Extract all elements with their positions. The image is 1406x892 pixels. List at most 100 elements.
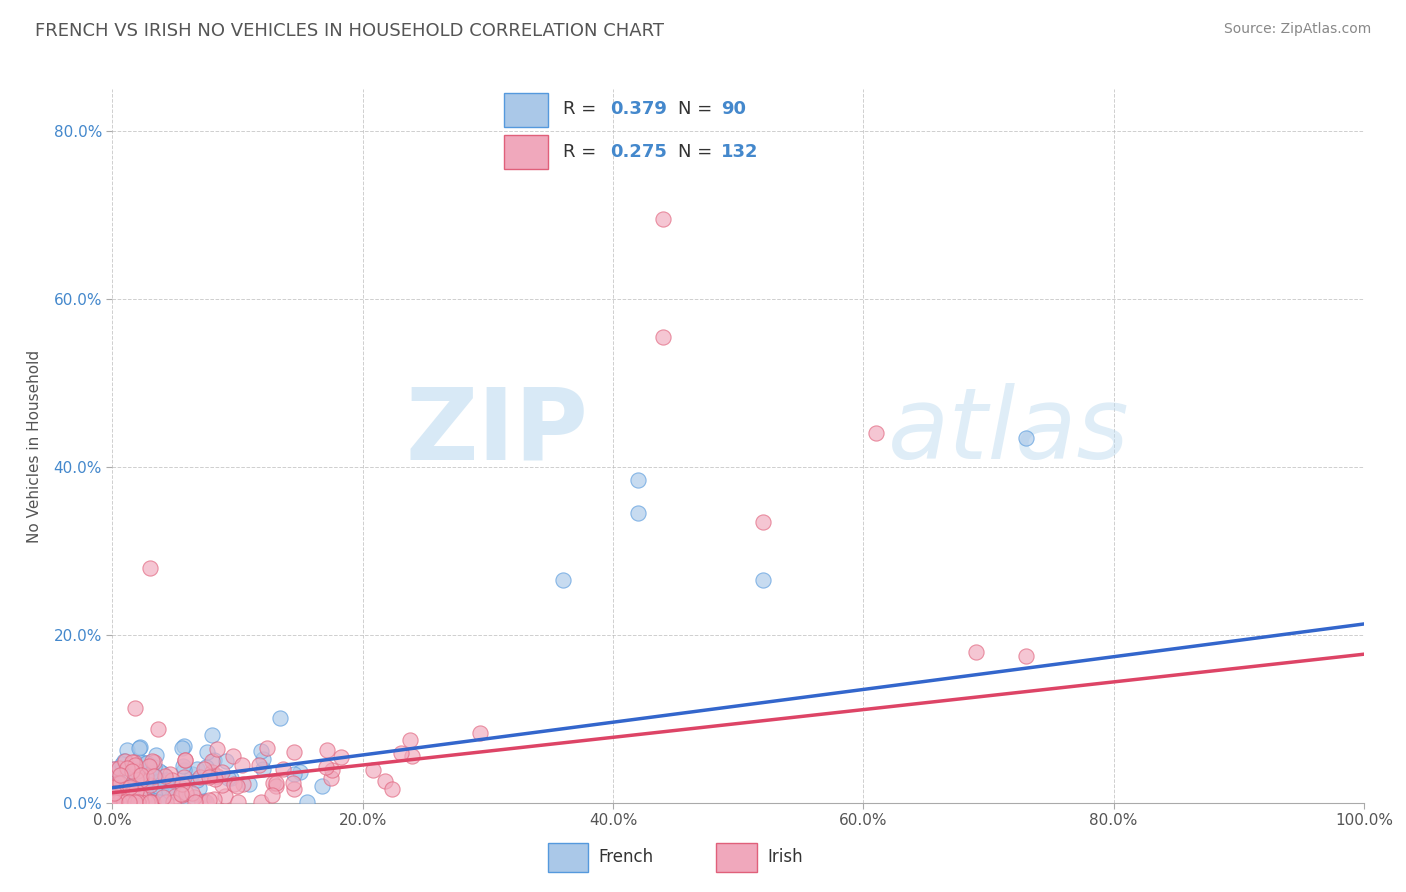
Point xyxy=(321,763,343,777)
Point xyxy=(269,711,291,725)
Point xyxy=(149,794,172,808)
Point xyxy=(129,772,152,787)
Point xyxy=(135,756,157,770)
Point xyxy=(627,473,650,487)
Point xyxy=(165,785,187,799)
Point xyxy=(468,726,491,740)
Text: 132: 132 xyxy=(721,144,758,161)
Point xyxy=(128,740,150,755)
Point xyxy=(114,769,136,783)
Point xyxy=(252,752,274,766)
Point xyxy=(111,756,134,771)
Point xyxy=(142,769,165,783)
Point xyxy=(363,763,385,777)
Point xyxy=(124,795,146,809)
Point xyxy=(141,754,163,768)
Point xyxy=(108,795,131,809)
Point xyxy=(226,779,249,793)
Point xyxy=(118,795,141,809)
Point xyxy=(315,760,337,774)
Point xyxy=(139,795,162,809)
Text: N =: N = xyxy=(678,144,717,161)
Point xyxy=(118,795,141,809)
Point xyxy=(186,773,208,788)
Text: R =: R = xyxy=(564,144,602,161)
Point xyxy=(163,789,186,803)
Point xyxy=(965,645,987,659)
Point xyxy=(138,759,160,773)
Point xyxy=(129,755,152,769)
Point xyxy=(752,574,775,588)
Point xyxy=(103,780,125,794)
Point xyxy=(180,786,202,800)
Point xyxy=(159,780,181,794)
Point xyxy=(139,765,162,780)
Point xyxy=(181,767,204,781)
Point xyxy=(159,767,181,781)
Point xyxy=(215,754,238,768)
Text: 90: 90 xyxy=(721,100,747,118)
Point xyxy=(201,728,224,742)
Point xyxy=(121,784,143,798)
Point xyxy=(139,789,162,804)
Point xyxy=(198,792,221,806)
Point xyxy=(125,772,148,787)
Point xyxy=(103,776,125,790)
Point xyxy=(214,789,236,803)
Point xyxy=(118,781,141,796)
Point xyxy=(193,794,215,808)
Bar xyxy=(505,136,548,169)
Point xyxy=(205,742,228,756)
Point xyxy=(295,795,318,809)
Point xyxy=(219,771,242,785)
Point xyxy=(107,795,129,809)
Point xyxy=(127,795,149,809)
Point xyxy=(271,762,294,776)
Point xyxy=(148,772,170,787)
Point xyxy=(117,793,139,807)
Point xyxy=(193,762,215,776)
Point xyxy=(121,787,143,801)
Point xyxy=(226,795,249,809)
Point xyxy=(143,784,166,798)
Point xyxy=(145,747,167,762)
Point xyxy=(122,756,145,770)
Point xyxy=(114,795,136,809)
Point xyxy=(174,753,197,767)
Point xyxy=(114,754,136,768)
Point xyxy=(115,761,138,775)
Point xyxy=(174,753,197,767)
Point xyxy=(142,795,165,809)
Point xyxy=(865,426,887,441)
Point xyxy=(139,560,162,574)
Point xyxy=(110,795,132,809)
Point xyxy=(125,773,148,788)
Point xyxy=(131,782,153,797)
Point xyxy=(188,770,211,784)
Point xyxy=(121,756,143,770)
Point xyxy=(205,769,228,783)
Point xyxy=(141,792,163,806)
Point xyxy=(155,769,177,783)
Point xyxy=(150,766,173,780)
Point xyxy=(183,789,205,804)
Point xyxy=(121,764,143,778)
Point xyxy=(170,741,193,756)
Point xyxy=(124,701,146,715)
Point xyxy=(111,795,134,809)
Point xyxy=(173,770,195,784)
Point xyxy=(104,795,127,809)
Point xyxy=(135,769,157,783)
Point xyxy=(170,787,193,801)
Point xyxy=(264,779,287,793)
Point xyxy=(148,795,170,809)
Point xyxy=(399,733,422,747)
Point xyxy=(125,783,148,797)
Point xyxy=(260,788,283,802)
Point xyxy=(118,780,141,795)
Point xyxy=(202,753,225,767)
Point xyxy=(186,762,208,776)
Point xyxy=(108,775,131,789)
Y-axis label: No Vehicles in Household: No Vehicles in Household xyxy=(28,350,42,542)
Point xyxy=(115,795,138,809)
